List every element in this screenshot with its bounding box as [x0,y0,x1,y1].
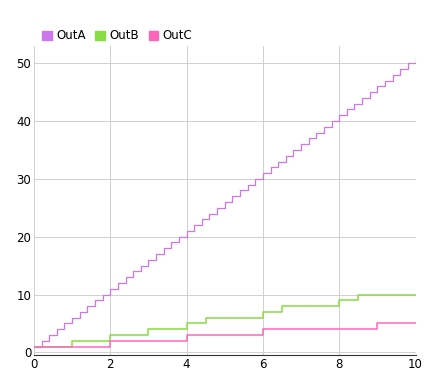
OutA [260,171,265,175]
OutC [108,338,113,343]
OutC [260,327,265,332]
OutA [62,327,67,332]
OutA [131,275,136,280]
OutC [375,321,380,326]
OutB [413,292,418,297]
OutC [413,321,418,326]
OutC [184,338,189,343]
OutB [356,298,361,303]
OutB [146,333,151,337]
OutC [260,333,265,337]
OutC [184,333,189,337]
OutC [375,327,380,332]
OutC [31,344,36,349]
OutA [321,130,326,135]
OutB [184,321,189,326]
OutC [337,327,342,332]
OutB [337,298,342,303]
OutB [184,327,189,332]
OutB [70,338,75,343]
Line: OutC: OutC [34,324,416,346]
OutB [356,292,361,297]
Legend: OutA, OutB, OutC: OutA, OutB, OutC [40,27,195,45]
OutB [31,344,36,349]
OutB [260,309,265,314]
OutC [337,327,342,332]
OutB [203,321,208,326]
OutB [146,327,151,332]
OutB [375,292,380,297]
OutB [337,304,342,308]
OutB [222,316,227,320]
OutC [108,344,113,349]
OutB [108,333,113,337]
OutB [70,344,75,349]
OutA [207,211,212,216]
Line: OutA: OutA [34,57,416,346]
OutA [31,344,36,349]
OutB [260,316,265,320]
OutA [413,55,418,60]
OutB [279,304,285,308]
OutB [279,309,285,314]
OutB [203,316,208,320]
OutB [375,292,380,297]
OutA [298,142,304,146]
OutB [222,316,227,320]
OutB [108,338,113,343]
Line: OutB: OutB [34,295,416,346]
